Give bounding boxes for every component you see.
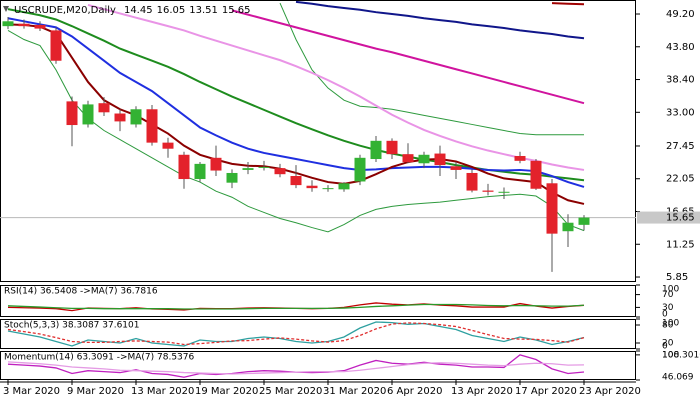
candle-body xyxy=(418,154,430,164)
y-tick-label: 0 xyxy=(662,310,668,320)
panel-frame xyxy=(0,351,636,380)
x-tick-label: 9 Mar 2020 xyxy=(67,386,124,397)
candle-body xyxy=(178,154,190,180)
indicator-line xyxy=(295,0,585,40)
candle-body xyxy=(66,101,78,126)
candle-body xyxy=(2,21,14,27)
candle-body xyxy=(194,163,206,180)
y-tick-label: 5.85 xyxy=(666,272,688,283)
candle-body xyxy=(242,168,254,170)
last-price-box xyxy=(637,211,700,224)
last-price-label: 15.65 xyxy=(666,213,695,224)
y-tick-label: 108.3016 xyxy=(662,351,700,361)
y-tick-label: 33.00 xyxy=(666,107,695,118)
indicator-line xyxy=(7,322,585,346)
candle-body xyxy=(274,168,286,175)
indicator-area xyxy=(7,302,585,312)
candle-body xyxy=(210,157,222,171)
x-tick-label: 3 Mar 2020 xyxy=(3,386,60,397)
candle-body xyxy=(450,166,462,170)
candle-body xyxy=(114,113,126,122)
candle-body xyxy=(82,104,94,125)
candle-body xyxy=(370,140,382,160)
y-tick-label: 46.069 xyxy=(662,373,694,383)
indicator-area xyxy=(7,354,585,378)
candle-body xyxy=(466,172,478,191)
indicator-title: Stoch(5,3,3) 38.3087 37.6101 xyxy=(4,321,139,331)
x-tick-label: 19 Mar 2020 xyxy=(195,386,258,397)
indicator-line xyxy=(7,17,585,188)
indicator-title: RSI(14) 36.5408 ->MA(7) 36.7816 xyxy=(4,287,158,297)
candle-body xyxy=(18,23,30,27)
candle-body xyxy=(338,183,350,190)
ohlc-high: 16.05 xyxy=(157,5,186,16)
panel-frame xyxy=(0,0,636,282)
ohlc-open: 14.45 xyxy=(124,5,153,16)
ohlc-close: 15.65 xyxy=(222,5,251,16)
chart-header: USCRUDE,M20,Daily 14.45 16.05 13.51 15.65 xyxy=(14,5,251,16)
y-tick-label: 100 xyxy=(662,351,679,361)
candle-body xyxy=(306,185,318,189)
x-tick-label: 13 Apr 2020 xyxy=(451,386,513,397)
x-tick-label: 31 Mar 2020 xyxy=(323,386,386,397)
ohlc-low: 13.51 xyxy=(189,5,218,16)
candle-body xyxy=(402,154,414,163)
plot-area xyxy=(0,0,636,272)
candle-body xyxy=(546,183,558,234)
candle-body xyxy=(130,109,142,125)
indicator-line xyxy=(551,2,585,6)
candle-body xyxy=(482,190,494,192)
y-tick-label: 11.25 xyxy=(666,239,695,250)
indicator-line xyxy=(7,29,585,233)
candle-body xyxy=(34,24,46,29)
candle-body xyxy=(322,188,334,190)
y-tick-label: 20 xyxy=(662,339,674,349)
y-tick-label: 38.40 xyxy=(666,75,695,86)
candle-body xyxy=(578,217,590,225)
x-tick-label: 23 Apr 2020 xyxy=(579,386,641,397)
y-tick-label: 22.05 xyxy=(666,174,695,185)
symbol-title: USCRUDE,M20,Daily xyxy=(14,5,116,16)
x-tick-label: 6 Apr 2020 xyxy=(387,386,442,397)
candle-body xyxy=(162,142,174,149)
indicator-line xyxy=(7,361,585,375)
candle-body xyxy=(386,140,398,155)
y-tick-label: 0 xyxy=(662,342,668,352)
candle-body xyxy=(514,155,526,161)
y-tick-label: 80 xyxy=(662,321,674,331)
y-tick-label: 100 xyxy=(662,319,679,329)
candle-body xyxy=(354,157,366,182)
candle-body xyxy=(146,109,158,143)
candle-body xyxy=(434,153,446,166)
candle-body xyxy=(530,160,542,189)
panel-frame xyxy=(0,285,636,317)
indicator-line xyxy=(279,2,584,136)
indicator-line xyxy=(7,303,585,310)
candle-body xyxy=(50,30,62,61)
indicator-line xyxy=(231,9,585,105)
indicator-line xyxy=(7,321,585,347)
x-tick-label: 17 Apr 2020 xyxy=(515,386,577,397)
header-arrow xyxy=(3,6,9,12)
candle-body xyxy=(290,176,302,186)
y-tick-label: 70 xyxy=(662,290,674,300)
y-tick-label: 49.20 xyxy=(666,9,695,20)
candle-body xyxy=(562,222,574,232)
x-tick-label: 13 Mar 2020 xyxy=(131,386,194,397)
candle-body xyxy=(226,172,238,183)
y-tick-label: 43.80 xyxy=(666,42,695,53)
indicator-title: Momentum(14) 63.3091 ->MA(7) 78.5376 xyxy=(4,353,195,363)
y-tick-label: 100 xyxy=(662,285,679,295)
indicator-line xyxy=(87,3,585,171)
candle-body xyxy=(258,166,270,168)
indicator-area xyxy=(7,321,585,347)
y-tick-label: 30 xyxy=(662,303,674,313)
panel-frame xyxy=(0,319,636,349)
candle-body xyxy=(498,191,510,193)
y-tick-label: 27.45 xyxy=(666,141,695,152)
x-tick-label: 25 Mar 2020 xyxy=(259,386,322,397)
candle-body xyxy=(98,103,110,113)
